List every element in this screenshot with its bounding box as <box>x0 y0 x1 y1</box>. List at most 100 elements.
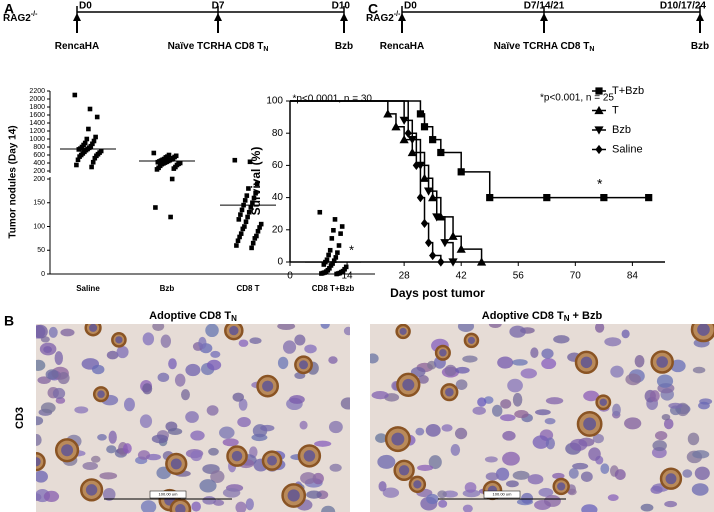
marker <box>440 239 450 248</box>
data-point <box>94 153 99 159</box>
nucleus <box>249 337 262 345</box>
nucleus <box>294 334 306 346</box>
y-tick-label: 1600 <box>29 112 45 119</box>
nucleus <box>543 495 561 507</box>
y-tick-label: 50 <box>37 247 45 254</box>
cd3-nucleus <box>229 325 239 336</box>
timeline-event: RencaHA <box>55 41 99 52</box>
nucleus <box>698 401 710 410</box>
marker <box>404 128 412 138</box>
nucleus <box>167 427 183 436</box>
nucleus <box>568 468 579 479</box>
nucleus <box>625 373 641 386</box>
marker <box>399 116 409 125</box>
cd3-nucleus <box>580 356 593 369</box>
nucleus <box>328 420 343 434</box>
marker <box>428 193 438 202</box>
data-point <box>338 231 343 236</box>
nucleus <box>552 472 565 480</box>
y-tick-label: 100 <box>266 96 283 107</box>
nucleus <box>140 500 157 512</box>
y-tick-label: 1400 <box>29 120 45 127</box>
nucleus <box>500 399 512 409</box>
nucleus <box>99 472 118 480</box>
survival-line <box>290 100 454 262</box>
marker <box>437 148 445 157</box>
y-tick-label: 400 <box>33 160 45 167</box>
nucleus <box>514 410 529 419</box>
timeline-event: Naïve TCRHA CD8 TN <box>494 41 595 53</box>
nucleus <box>500 414 516 422</box>
x-tick-label: 0 <box>287 271 293 282</box>
timeline-day: D0 <box>404 1 417 12</box>
cd3-nucleus <box>115 336 123 344</box>
x-tick-label: CD8 T <box>236 284 259 293</box>
nucleus <box>36 470 48 483</box>
y-tick-label: 200 <box>33 176 45 183</box>
cd3-nucleus <box>656 356 668 368</box>
text-part: RAG2 <box>366 13 394 24</box>
nucleus <box>40 402 56 414</box>
nucleus <box>299 420 308 430</box>
marker <box>416 110 425 118</box>
image-title: Adoptive CD8 TN + Bzb <box>482 310 603 323</box>
data-point <box>250 200 255 206</box>
nucleus <box>235 501 247 512</box>
nucleus <box>377 454 396 469</box>
cd3-nucleus <box>467 336 476 344</box>
nucleus <box>649 390 660 402</box>
data-point <box>250 240 256 246</box>
data-point <box>234 243 239 248</box>
x-axis-label: Days post tumor <box>390 286 485 300</box>
y-tick-label: 150 <box>33 200 45 207</box>
nucleus <box>106 350 119 360</box>
nucleus <box>222 487 241 498</box>
legend-label: Bzb <box>612 124 631 136</box>
panel-label: B <box>4 313 14 329</box>
data-point <box>245 214 250 220</box>
data-point <box>74 162 79 168</box>
nucleus <box>168 358 177 370</box>
data-point <box>77 154 82 159</box>
text-part: RAG2 <box>3 13 31 24</box>
nucleus <box>545 397 564 405</box>
data-point <box>84 136 90 142</box>
nucleus <box>82 462 99 470</box>
nucleus <box>282 340 297 354</box>
x-tick-label: Bzb <box>160 284 175 293</box>
nucleus <box>656 374 674 388</box>
text-part: RencaHA <box>55 41 99 52</box>
scale-label: 100.00 um <box>493 492 513 497</box>
nucleus <box>245 498 254 511</box>
nucleus <box>314 440 332 447</box>
y-tick-label: 2200 <box>29 88 45 95</box>
cd3-nucleus <box>262 380 274 392</box>
nucleus <box>538 487 554 497</box>
nucleus <box>39 342 57 356</box>
marker <box>399 135 409 144</box>
y-tick-label: 60 <box>272 160 284 171</box>
significance-mark: * <box>597 175 603 191</box>
marker <box>429 250 437 261</box>
x-tick-label: 70 <box>570 271 582 282</box>
nucleus <box>206 405 219 416</box>
survival-line <box>290 100 442 262</box>
nucleus <box>151 434 169 444</box>
data-point <box>93 134 98 140</box>
nucleus <box>581 504 598 512</box>
data-point <box>72 92 78 98</box>
nucleus <box>462 504 473 512</box>
nucleus <box>464 482 477 493</box>
nucleus <box>417 375 429 384</box>
timeline-day: D0 <box>79 1 92 12</box>
cd3-nucleus <box>697 324 710 336</box>
image-ylabel: CD3 <box>14 407 26 429</box>
nucleus <box>382 487 400 498</box>
image-title: Adoptive CD8 TN <box>149 310 237 323</box>
text-part: -/- <box>31 11 38 18</box>
text-part: Naïve TCRHA CD8 T <box>494 41 590 52</box>
nucleus <box>329 463 342 472</box>
nucleus <box>52 387 66 399</box>
nucleus <box>502 451 520 466</box>
annotation: *p<0.0001, n = 30 <box>292 94 372 105</box>
